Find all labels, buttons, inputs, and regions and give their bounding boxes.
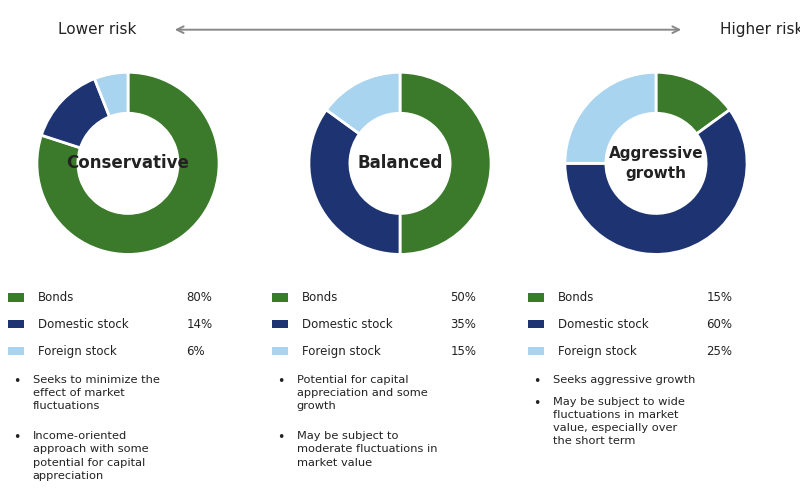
Text: Seeks aggressive growth: Seeks aggressive growth: [553, 375, 695, 385]
Wedge shape: [656, 72, 730, 134]
Text: Aggressive
growth: Aggressive growth: [609, 146, 703, 181]
Wedge shape: [37, 72, 219, 254]
Text: 60%: 60%: [706, 318, 733, 331]
Text: 6%: 6%: [186, 345, 205, 358]
Text: •: •: [13, 375, 20, 388]
Text: •: •: [533, 375, 540, 388]
Text: 25%: 25%: [706, 345, 733, 358]
Text: Bonds: Bonds: [38, 291, 74, 304]
Text: Income-oriented
approach with some
potential for capital
appreciation: Income-oriented approach with some poten…: [33, 431, 149, 481]
Text: Domestic stock: Domestic stock: [302, 318, 392, 331]
Bar: [528, 320, 544, 329]
Text: •: •: [277, 375, 284, 388]
Bar: [272, 293, 288, 301]
Text: Seeks to minimize the
effect of market
fluctuations: Seeks to minimize the effect of market f…: [33, 375, 160, 411]
Text: 50%: 50%: [450, 291, 477, 304]
Text: Higher risk: Higher risk: [720, 22, 800, 37]
Text: Foreign stock: Foreign stock: [38, 345, 117, 358]
Text: 80%: 80%: [186, 291, 213, 304]
Text: Lower risk: Lower risk: [58, 22, 136, 37]
Text: Domestic stock: Domestic stock: [558, 318, 648, 331]
Bar: [528, 293, 544, 301]
Text: Balanced: Balanced: [358, 154, 442, 172]
Text: Bonds: Bonds: [558, 291, 594, 304]
Text: •: •: [13, 431, 20, 444]
Text: •: •: [533, 397, 540, 410]
Bar: [8, 320, 24, 329]
Wedge shape: [42, 79, 110, 148]
Text: Domestic stock: Domestic stock: [38, 318, 128, 331]
Text: 14%: 14%: [186, 318, 213, 331]
Text: May be subject to wide
fluctuations in market
value, especially over
the short t: May be subject to wide fluctuations in m…: [553, 397, 685, 446]
Text: 15%: 15%: [450, 345, 477, 358]
Text: Potential for capital
appreciation and some
growth: Potential for capital appreciation and s…: [297, 375, 427, 411]
Bar: [8, 347, 24, 355]
Text: Bonds: Bonds: [302, 291, 338, 304]
Text: 35%: 35%: [450, 318, 477, 331]
Wedge shape: [565, 72, 656, 163]
Text: Conservative: Conservative: [66, 154, 190, 172]
Bar: [272, 347, 288, 355]
Wedge shape: [309, 110, 400, 254]
Text: Foreign stock: Foreign stock: [558, 345, 637, 358]
Text: May be subject to
moderate fluctuations in
market value: May be subject to moderate fluctuations …: [297, 431, 438, 468]
Wedge shape: [94, 72, 128, 117]
Bar: [528, 347, 544, 355]
Wedge shape: [326, 72, 400, 134]
Text: •: •: [277, 431, 284, 444]
Text: Foreign stock: Foreign stock: [302, 345, 381, 358]
Text: 15%: 15%: [706, 291, 733, 304]
Wedge shape: [565, 110, 747, 254]
Bar: [8, 293, 24, 301]
Wedge shape: [400, 72, 491, 254]
Bar: [272, 320, 288, 329]
